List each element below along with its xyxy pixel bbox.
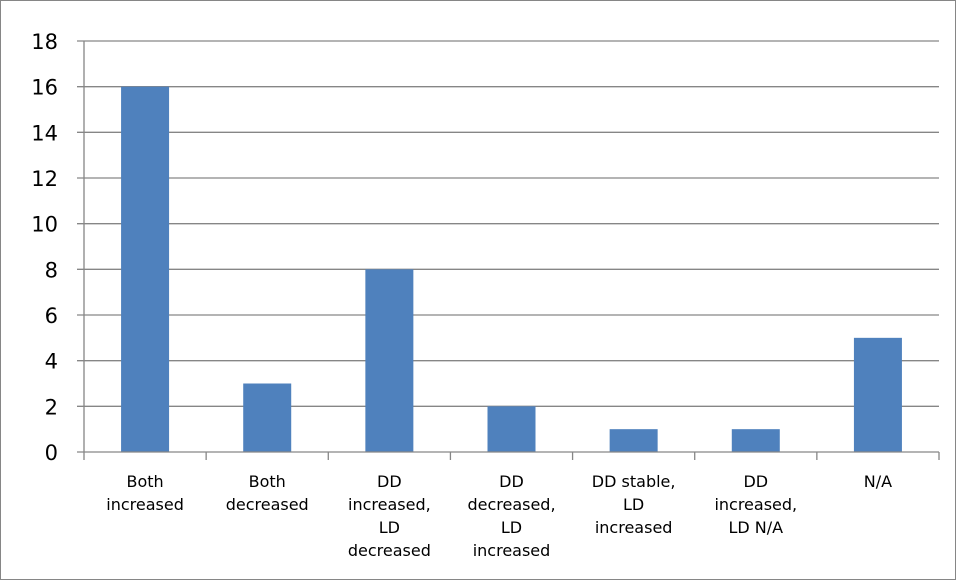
- category-label-line: LD: [379, 518, 400, 537]
- category-label: DD decreased, LD increased: [467, 472, 555, 560]
- category-label-line: increased: [595, 518, 673, 537]
- y-tick-label: 16: [31, 76, 58, 100]
- category-label-line: Both: [249, 472, 286, 491]
- category-label-line: increased: [106, 495, 184, 514]
- bar: [853, 337, 902, 452]
- category-label-line: Both: [126, 472, 163, 491]
- y-tick-label: 6: [45, 304, 58, 328]
- category-label-line: increased,: [714, 495, 797, 514]
- category-label-line: increased,: [348, 495, 431, 514]
- category-label: Both increased: [106, 472, 184, 514]
- category-label-line: DD stable,: [592, 472, 676, 491]
- bar: [121, 86, 170, 453]
- category-label: DD increased, LD decreased: [348, 472, 431, 560]
- y-tick-label: 18: [31, 30, 58, 54]
- category-label: DD increased, LD N/A: [714, 472, 797, 537]
- y-tick-label: 0: [45, 441, 58, 465]
- bar: [365, 269, 414, 452]
- bar: [609, 429, 658, 452]
- axes: [77, 41, 940, 460]
- category-label-line: decreased,: [467, 495, 555, 514]
- category-label-line: DD: [499, 472, 524, 491]
- bar: [487, 406, 536, 452]
- category-label-line: DD: [377, 472, 402, 491]
- y-tick-label: 12: [31, 167, 58, 191]
- category-label-line: increased: [473, 541, 551, 560]
- gridlines: [77, 40, 939, 407]
- y-tick-labels: 0 2 4 6 8 10 12 14 16 18: [31, 30, 58, 465]
- y-tick-label: 2: [45, 395, 58, 419]
- y-tick-label: 14: [31, 121, 58, 145]
- category-label-line: decreased: [348, 541, 431, 560]
- bar: [243, 383, 292, 452]
- y-tick-label: 10: [31, 213, 58, 237]
- category-labels: Both increased Both decreased DD increased, LD…: [106, 472, 892, 560]
- category-label-line: LD: [623, 495, 644, 514]
- category-label-line: decreased: [226, 495, 309, 514]
- y-tick-label: 4: [45, 350, 58, 374]
- category-label: N/A: [864, 472, 892, 491]
- bar: [731, 429, 780, 452]
- bars: [121, 86, 902, 453]
- category-label-line: N/A: [864, 472, 892, 491]
- y-tick-label: 8: [45, 258, 58, 282]
- category-label: DD stable, LD increased: [592, 472, 676, 537]
- category-label-line: LD N/A: [728, 518, 783, 537]
- category-label: Both decreased: [226, 472, 309, 514]
- category-label-line: LD: [501, 518, 522, 537]
- category-label-line: DD: [743, 472, 768, 491]
